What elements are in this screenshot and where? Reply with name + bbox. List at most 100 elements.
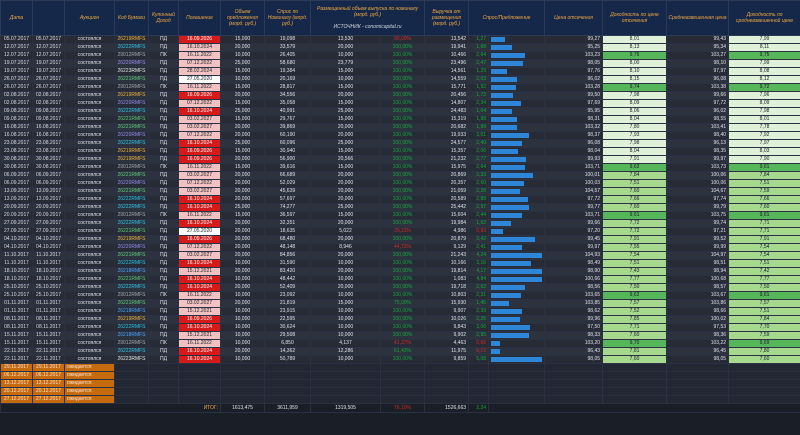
cell-demand: 20,169 (264, 75, 311, 84)
cell-status: состоялся (64, 251, 115, 260)
cell-maturity: 03.02.2027 (178, 299, 221, 308)
table-row: 20.09.2017 20.09.2017 состоялся 29012RMFS ПК… (0, 211, 800, 220)
cell-cutoff-price: 104,57 (544, 187, 604, 196)
cell-code: 26219RMFS (114, 155, 149, 164)
cell-cutoff-yield: 9,70 (602, 339, 668, 348)
cell-empty (468, 387, 490, 396)
cell-wavg-price: 98,66 (666, 307, 730, 316)
cell-wavg-yield: 7,97 (728, 139, 800, 148)
ratio-bar (491, 309, 522, 314)
cell-status: состоялся (64, 339, 115, 348)
cell-placed-pct: 100,00% (379, 131, 426, 140)
cell-proceeds: 9,902 (424, 331, 470, 340)
cell-wavg-price: 103,67 (666, 291, 730, 300)
table-row: 12.07.2017 12.07.2017 состоялся 29012RMFS ПК… (0, 51, 800, 60)
cell-cutoff-price: 98,04 (544, 147, 604, 156)
cell-wavg-yield: 8,01 (728, 115, 800, 124)
cell-placed-pct: 100,00% (379, 107, 426, 116)
cell-cutoff-price: 103,85 (544, 299, 604, 308)
cell-coupon: ПД (148, 259, 179, 268)
cell-date: 05.07.2017 (0, 35, 33, 44)
cell-coupon: ПД (148, 299, 179, 308)
cell-cutoff-yield: 7,77 (602, 275, 668, 284)
cell-status: состоялся (64, 203, 115, 212)
ratio-bar (491, 181, 525, 186)
cell-offered: 25,000 (220, 139, 265, 148)
cell-code: 26221RMFS (114, 123, 149, 132)
cell-cutoff-price: 96,08 (544, 139, 604, 148)
cell-code: 29012RMFS (114, 163, 149, 172)
header-cutoff-yield: Доходность по цене отсечения (602, 0, 668, 36)
ratio-bar (491, 157, 527, 162)
cell-date: 12.07.2017 (0, 43, 33, 52)
cell-date-2: 15.11.2017 (32, 339, 65, 348)
cell-proceeds: 14,561 (424, 67, 470, 76)
header-date: Дата (0, 0, 33, 36)
cell-cutoff-yield: 8,04 (602, 147, 668, 156)
cell-proceeds: 19,941 (424, 43, 470, 52)
header-wavg-yield: Доходность по средневзвешенной цене (728, 0, 800, 36)
totals-row: ИТОГ: 1613,475 3611,959 1319,505 76,10% 1526,… (0, 403, 800, 413)
cell-code: 26220RMFS (114, 179, 149, 188)
cell-wavg-price: 104,67 (666, 187, 730, 196)
cell-empty (178, 363, 221, 372)
cell-wavg-yield: 7,84 (728, 171, 800, 180)
cell-code: 26222RMFS (114, 107, 149, 116)
cell-status: состоялся (64, 115, 115, 124)
ratio-bar (491, 261, 532, 266)
cell-ratio: 1,68 (468, 43, 490, 52)
cell-ratio-bar (488, 171, 546, 180)
cell-ratio: 3,33 (468, 171, 490, 180)
cell-cutoff-price: 96,02 (544, 75, 604, 84)
cell-empty (148, 363, 179, 372)
cell-offered: 20,000 (220, 219, 265, 228)
cell-maturity: 15.12.2021 (178, 331, 221, 340)
table-row: 26.07.2017 26.07.2017 состоялся 26221RMFS ПД… (0, 75, 800, 84)
table-row: 27.09.2017 27.09.2017 состоялся 26222RMFS ПД… (0, 219, 800, 228)
table-row: 27.09.2017 27.09.2017 состоялся 26221RMFS ПД… (0, 227, 800, 236)
ratio-bar (491, 109, 512, 114)
cell-coupon: ПД (148, 35, 179, 44)
cell-ratio: 2,40 (468, 139, 490, 148)
cell-date-2: 16.08.2017 (32, 131, 65, 140)
cell-coupon: ПД (148, 323, 179, 332)
cell-empty (468, 363, 490, 372)
cell-wavg-price: 103,86 (666, 299, 730, 308)
cell-offered: 15,000 (220, 163, 265, 172)
cell-maturity: 16.11.2022 (178, 291, 221, 300)
cell-wavg-price: 99,52 (666, 235, 730, 244)
table-row: 06.09.2017 06.09.2017 состоялся 26221RMFS ПД… (0, 171, 800, 180)
cell-placed-pct: 100,00% (379, 187, 426, 196)
cell-wavg-yield: 7,92 (728, 131, 800, 140)
cell-wavg-yield: 7,71 (728, 227, 800, 236)
cell-cutoff-yield: 7,72 (602, 219, 668, 228)
cell-cutoff-price: 103,23 (544, 51, 604, 60)
cell-demand: 48,442 (264, 275, 311, 284)
cell-ratio: 0,93 (468, 227, 490, 236)
cell-placed: 25,000 (310, 203, 381, 212)
cell-coupon: ПД (148, 171, 179, 180)
cell-ratio: 2,28 (468, 187, 490, 196)
cell-empty (148, 387, 179, 396)
cell-demand: 50,789 (264, 355, 311, 364)
header-maturity: Погашение (178, 0, 221, 36)
cell-cutoff-price: 103,65 (544, 291, 604, 300)
cell-cutoff-price: 98,31 (544, 115, 604, 124)
cell-placed-pct: 100,00% (379, 139, 426, 148)
cell-demand: 35,058 (264, 99, 311, 108)
cell-maturity: 03.02.2027 (178, 123, 221, 132)
cell-wavg-yield: 7,71 (728, 219, 800, 228)
cell-empty (148, 395, 179, 404)
cell-cutoff-yield: 8,13 (602, 43, 668, 52)
cell-placed-pct: 100,00% (379, 275, 426, 284)
cell-demand: 48,148 (264, 243, 311, 252)
cell-date-2: 12.07.2017 (32, 51, 65, 60)
cell-date: 22.11.2017 (0, 347, 33, 356)
cell-code: 26222RMFS (114, 259, 149, 268)
cell-demand: 14,362 (264, 347, 311, 356)
cell-proceeds: 9,859 (424, 355, 470, 364)
cell-code: 29012RMFS (114, 211, 149, 220)
source-label: ИСТОЧНИК - conomicapital.ru (333, 24, 402, 30)
cell-cutoff-price: 97,69 (544, 99, 604, 108)
cell-ratio-bar (488, 259, 546, 268)
